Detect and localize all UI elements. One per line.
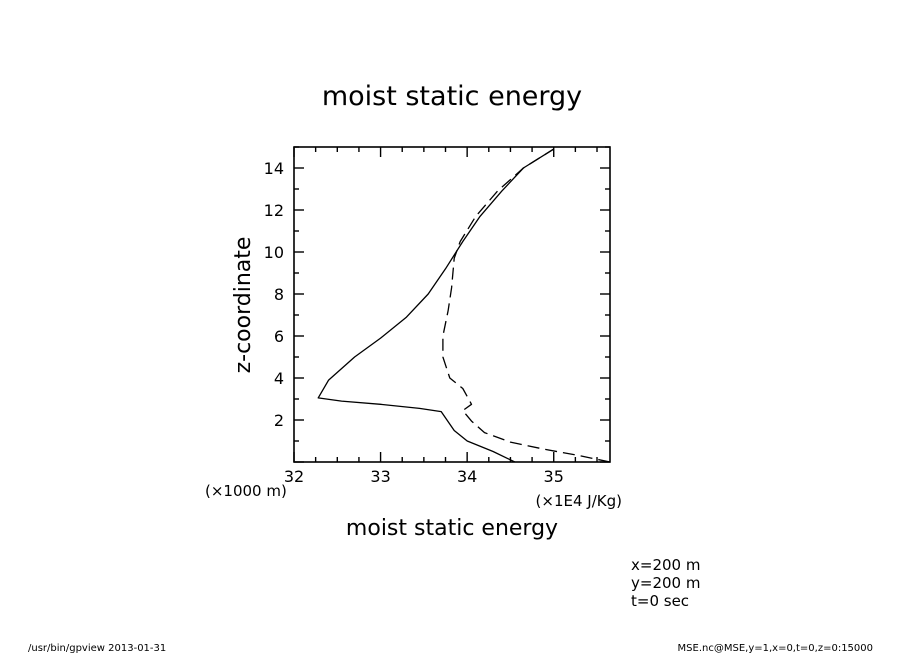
info-line-x: x=200 m — [631, 556, 700, 574]
y-unit-label: (×1000 m) — [205, 482, 287, 500]
x-tick-labels: 32 33 34 35 — [284, 467, 564, 486]
y-tick-label: 12 — [264, 201, 284, 220]
y-axis-label: z-coordinate — [231, 237, 256, 374]
info-line-t: t=0 sec — [631, 592, 689, 610]
y-tick-labels: 2 4 6 8 10 12 14 — [264, 159, 284, 430]
footer-left: /usr/bin/gpview 2013-01-31 — [28, 643, 166, 654]
axis-ticks — [293, 146, 610, 463]
x-axis-label: moist static energy — [346, 516, 558, 541]
footer-right: MSE.nc@MSE,y=1,x=0,t=0,z=0:15000 — [678, 643, 873, 654]
series-line-solid — [317, 148, 555, 463]
y-tick-label: 8 — [274, 285, 284, 304]
x-tick-label: 33 — [370, 467, 390, 486]
y-tick-label: 6 — [274, 327, 284, 346]
series-layer — [317, 148, 611, 463]
x-unit-label: (×1E4 J/Kg) — [536, 492, 622, 510]
info-line-y: y=200 m — [631, 574, 700, 592]
x-tick-label: 32 — [284, 467, 304, 486]
plot-frame — [293, 146, 611, 463]
y-tick-label: 14 — [264, 159, 284, 178]
chart-title: moist static energy — [322, 81, 582, 112]
series-line-dashed — [442, 148, 611, 463]
x-tick-label: 34 — [457, 467, 477, 486]
y-tick-label: 4 — [274, 369, 284, 388]
x-tick-label: 35 — [544, 467, 564, 486]
y-tick-label: 10 — [264, 243, 284, 262]
y-tick-label: 2 — [274, 411, 284, 430]
